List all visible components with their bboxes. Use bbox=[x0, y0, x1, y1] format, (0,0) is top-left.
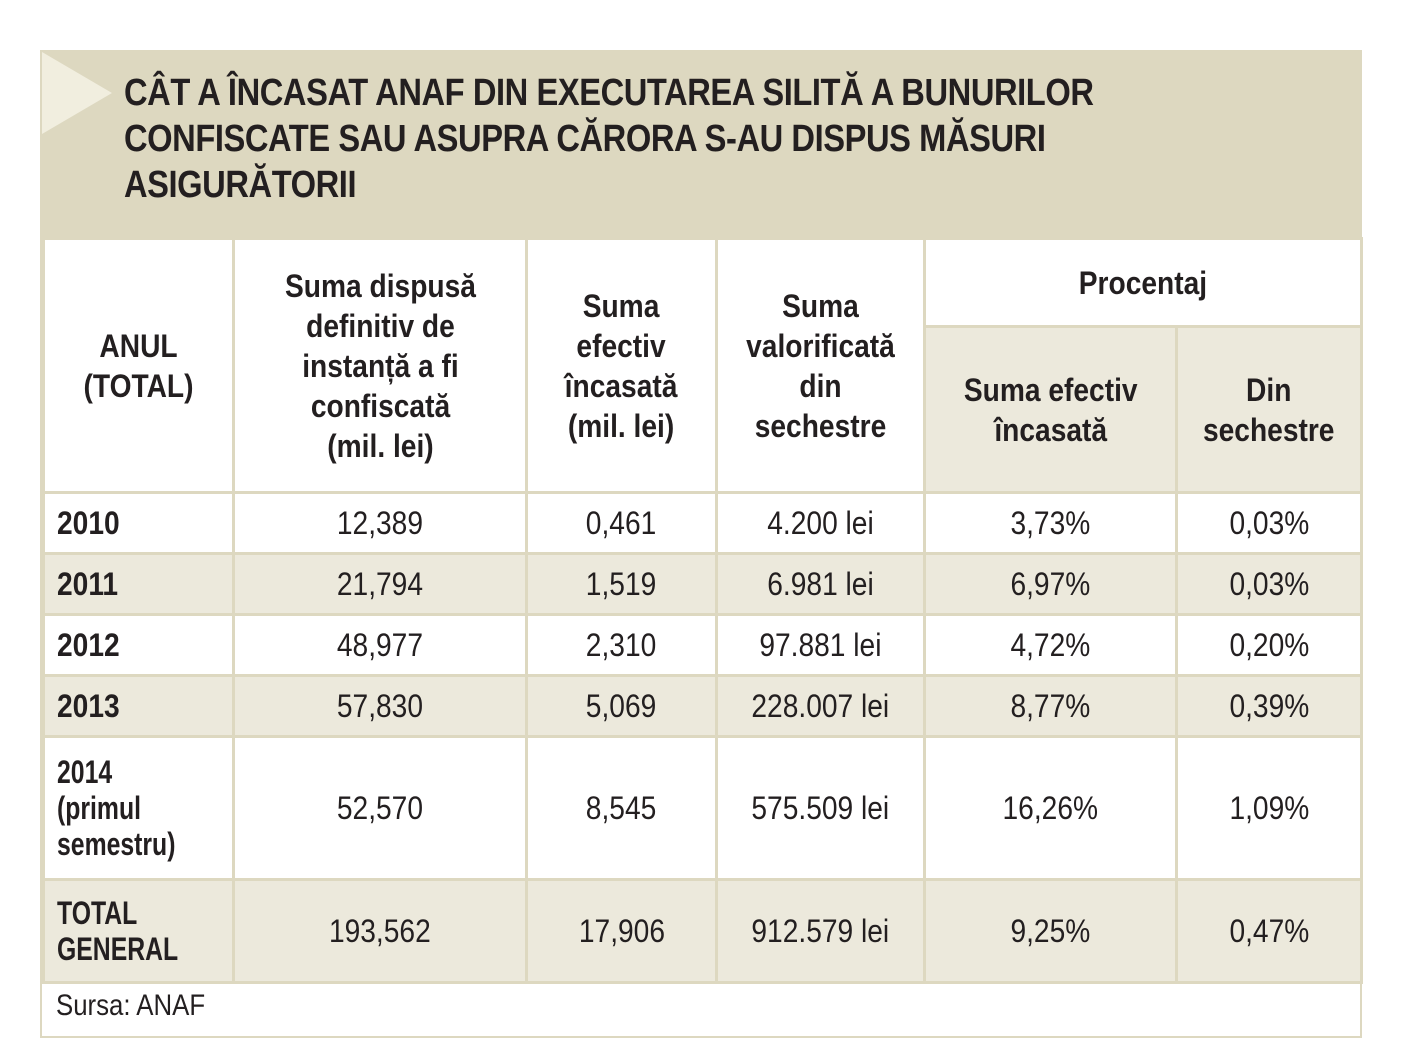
header-suma-valorificata: Suma valorificată din sechestre bbox=[715, 237, 926, 494]
table-row: 2012 48,977 2,310 97.881 lei 4,72% 0,20% bbox=[42, 613, 1364, 677]
cell-valorificata: 4.200 lei bbox=[715, 491, 926, 555]
header-pct-efectiv: Suma efectiv încasată bbox=[923, 325, 1178, 494]
cell-pct-efectiv: 6,97% bbox=[923, 552, 1178, 616]
cell-valorificata: 575.509 lei bbox=[715, 735, 926, 881]
cell-dispusa: 52,570 bbox=[232, 735, 528, 881]
cell-pct-sechestre: 0,03% bbox=[1174, 552, 1364, 616]
row-year: TOTAL GENERAL bbox=[42, 878, 235, 984]
title-line-3: ASIGURĂTORII bbox=[124, 164, 357, 206]
table-title: CÂT A ÎNCASAT ANAF DIN EXECUTAREA SILITĂ… bbox=[124, 70, 1139, 208]
cell-dispusa: 21,794 bbox=[232, 552, 528, 616]
cell-pct-sechestre: 0,03% bbox=[1174, 491, 1364, 555]
cell-efectiv: 5,069 bbox=[525, 674, 718, 738]
cell-dispusa: 48,977 bbox=[232, 613, 528, 677]
row-year: 2014 (primul semestru) bbox=[42, 735, 235, 881]
table-row: 2014 (primul semestru) 52,570 8,545 575.50… bbox=[42, 735, 1364, 881]
arrow-marker-icon bbox=[42, 52, 112, 134]
cell-pct-efectiv: 3,73% bbox=[923, 491, 1178, 555]
row-year: 2010 bbox=[42, 491, 235, 555]
header-pct-sechestre: Din sechestre bbox=[1174, 325, 1364, 494]
title-line-1: CÂT A ÎNCASAT ANAF DIN EXECUTAREA SILITĂ… bbox=[124, 72, 1094, 114]
header-suma-dispusa: Suma dispusă definitiv de instanță a fi con… bbox=[232, 237, 528, 494]
cell-pct-sechestre: 1,09% bbox=[1174, 735, 1364, 881]
cell-dispusa: 12,389 bbox=[232, 491, 528, 555]
cell-efectiv: 8,545 bbox=[525, 735, 718, 881]
header-anul: ANUL (TOTAL) bbox=[42, 237, 235, 494]
cell-valorificata: 97.881 lei bbox=[715, 613, 926, 677]
cell-pct-efectiv: 4,72% bbox=[923, 613, 1178, 677]
table-row: 2010 12,389 0,461 4.200 lei 3,73% 0,03% bbox=[42, 491, 1364, 555]
cell-efectiv: 17,906 bbox=[525, 878, 718, 984]
data-table: ANUL (TOTAL) Suma dispusă definitiv de inst… bbox=[42, 237, 1364, 984]
cell-pct-efectiv: 9,25% bbox=[923, 878, 1178, 984]
header-suma-efectiv: Suma efectiv încasată (mil. lei) bbox=[525, 237, 718, 494]
row-year: 2012 bbox=[42, 613, 235, 677]
table-row: 2013 57,830 5,069 228.007 lei 8,77% 0,39… bbox=[42, 674, 1364, 738]
title-banner: CÂT A ÎNCASAT ANAF DIN EXECUTAREA SILITĂ… bbox=[42, 52, 1360, 237]
cell-pct-sechestre: 0,47% bbox=[1174, 878, 1364, 984]
cell-efectiv: 1,519 bbox=[525, 552, 718, 616]
cell-pct-efectiv: 8,77% bbox=[923, 674, 1178, 738]
cell-valorificata: 912.579 lei bbox=[715, 878, 926, 984]
header-procentaj: Procentaj bbox=[922, 237, 1364, 328]
source-note: Sursa: ANAF bbox=[56, 989, 206, 1022]
cell-dispusa: 193,562 bbox=[232, 878, 528, 984]
cell-pct-sechestre: 0,20% bbox=[1174, 613, 1364, 677]
cell-pct-sechestre: 0,39% bbox=[1174, 674, 1364, 738]
cell-dispusa: 57,830 bbox=[232, 674, 528, 738]
cell-efectiv: 2,310 bbox=[525, 613, 718, 677]
title-line-2: CONFISCATE SAU ASUPRA CĂRORA S-AU DISPUS… bbox=[124, 118, 1046, 160]
infographic-table: CÂT A ÎNCASAT ANAF DIN EXECUTAREA SILITĂ… bbox=[40, 50, 1364, 1038]
cell-valorificata: 228.007 lei bbox=[715, 674, 926, 738]
table-row: 2011 21,794 1,519 6.981 lei 6,97% 0,03% bbox=[42, 552, 1364, 616]
table-row-total: TOTAL GENERAL 193,562 17,906 912.579 lei … bbox=[42, 878, 1364, 984]
cell-efectiv: 0,461 bbox=[525, 491, 718, 555]
row-year: 2011 bbox=[42, 552, 235, 616]
cell-pct-efectiv: 16,26% bbox=[923, 735, 1178, 881]
row-year: 2013 bbox=[42, 674, 235, 738]
cell-valorificata: 6.981 lei bbox=[715, 552, 926, 616]
